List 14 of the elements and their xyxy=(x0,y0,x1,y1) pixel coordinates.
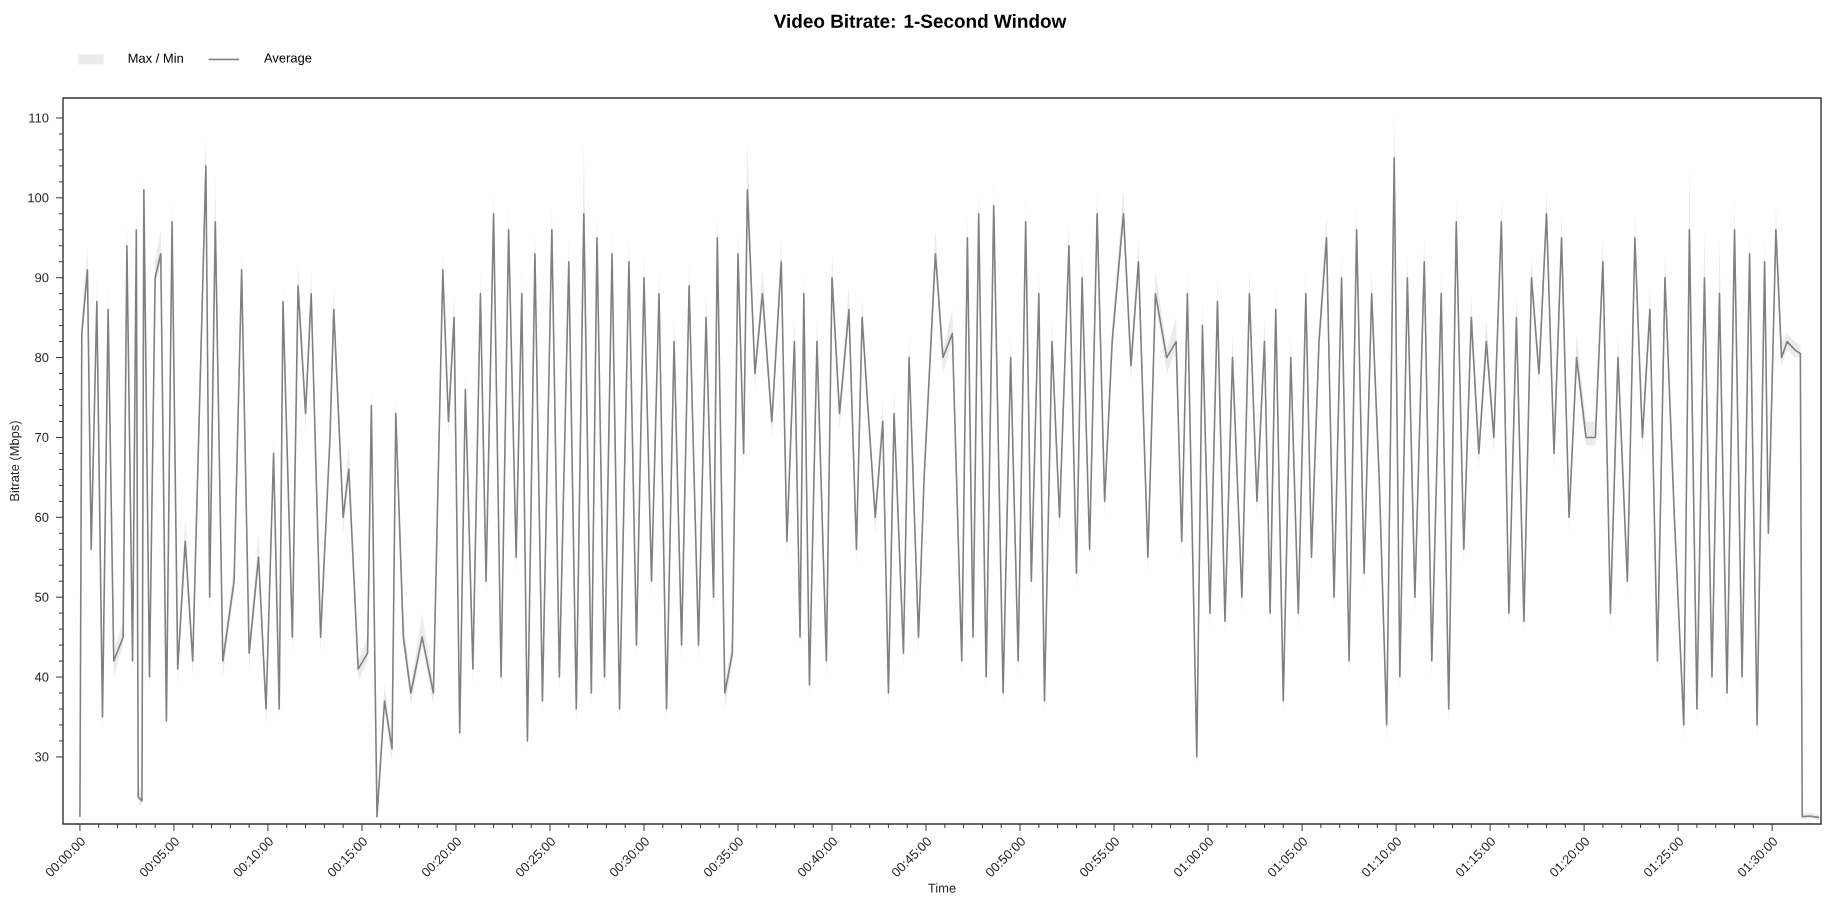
y-tick-label: 80 xyxy=(35,353,49,363)
y-tick-label: 60 xyxy=(35,512,49,522)
y-tick-label: 30 xyxy=(35,752,49,762)
y-tick-label: 100 xyxy=(28,193,49,203)
y-tick-label: 90 xyxy=(35,273,49,283)
y-tick-label: 50 xyxy=(35,592,49,602)
y-tick-label: 110 xyxy=(29,113,49,123)
y-tick-label: 70 xyxy=(35,432,49,443)
legend-label: Average xyxy=(264,53,312,66)
y-axis-title: Bitrate (Mbps) xyxy=(9,421,22,501)
x-axis-title: Time xyxy=(928,883,956,893)
y-tick-label: 40 xyxy=(34,672,49,682)
chart-title: Video Bitrate: 1-Second Window xyxy=(773,14,1067,28)
text: Max / Min xyxy=(128,53,183,63)
